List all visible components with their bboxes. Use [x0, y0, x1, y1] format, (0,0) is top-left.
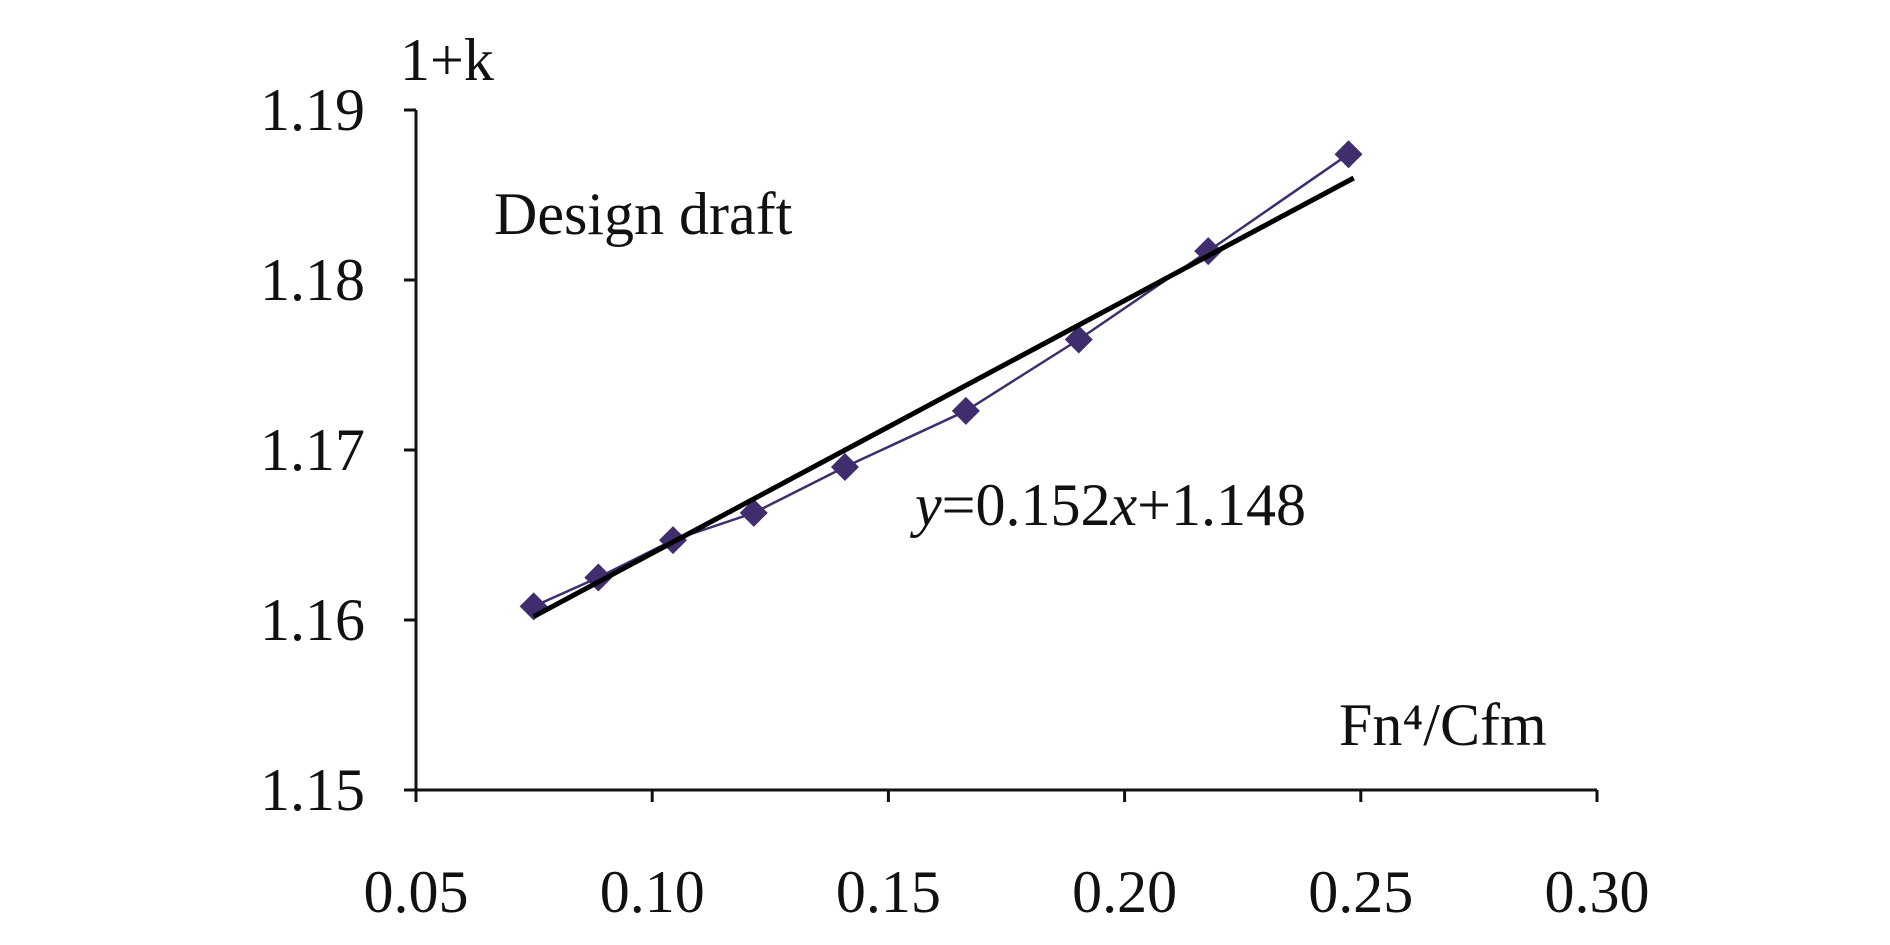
- marker: [830, 453, 859, 481]
- y-tick-label: 1.16: [260, 587, 365, 653]
- equation: y=0.152x+1.148: [909, 472, 1306, 538]
- equation-part: y: [909, 472, 942, 538]
- y-tick-label: 1.17: [260, 417, 365, 483]
- x-tick-label: 0.25: [1308, 859, 1413, 925]
- x-axis-label: Fn⁴/Cfm: [1339, 692, 1547, 758]
- x-tick-label: 0.20: [1072, 859, 1177, 925]
- y-tick-label: 1.19: [260, 77, 365, 143]
- x-tick-label: 0.30: [1545, 859, 1650, 925]
- equation-part: =0.152: [942, 472, 1111, 538]
- x-tick-label: 0.05: [364, 859, 469, 925]
- fit-line: [532, 175, 1355, 619]
- y-axis-label: 1+k: [400, 27, 494, 93]
- marker: [1064, 325, 1093, 354]
- x-tick-label: 0.15: [836, 859, 941, 925]
- x-tick-label: 0.10: [600, 859, 705, 925]
- y-tick-label: 1.15: [260, 757, 365, 823]
- marker: [1334, 140, 1363, 169]
- marker: [739, 498, 768, 527]
- marker: [951, 396, 980, 425]
- annotation: Design draft: [494, 181, 793, 247]
- equation-part: x: [1109, 472, 1137, 538]
- y-tick-label: 1.18: [260, 247, 365, 313]
- equation-part: +1.148: [1137, 472, 1306, 538]
